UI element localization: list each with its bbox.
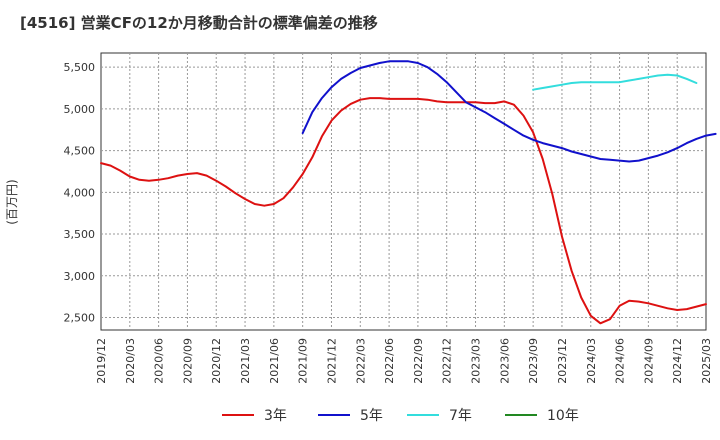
x-tick-label: 2024/09	[642, 338, 655, 384]
x-tick-label: 2022/12	[441, 338, 454, 384]
series-line-3年	[100, 97, 707, 325]
x-tick-label: 2020/03	[124, 338, 137, 384]
y-tick-label: 3,500	[64, 228, 96, 241]
legend-label: 5年	[360, 408, 383, 424]
x-tick-label: 2022/03	[354, 338, 367, 384]
series-line-7年	[532, 73, 698, 91]
x-tick-label: 2022/06	[383, 338, 396, 384]
legend-label: 3年	[264, 408, 287, 424]
x-tick-label: 2022/09	[412, 338, 425, 384]
legend: 3年 5年 7年 10年	[222, 408, 579, 424]
x-tick-label: 2024/03	[585, 338, 598, 384]
x-tick-label: 2023/12	[556, 338, 569, 384]
x-tick-label: 2025/03	[700, 338, 713, 384]
y-axis-label: (百万円)	[5, 179, 19, 224]
axes: 2,500 3,000 3,500 4,000 4,500 5,000 5,500 2019/…	[64, 61, 714, 384]
x-tick-label: 2020/12	[210, 338, 223, 384]
x-tick-label: 2020/06	[153, 338, 166, 384]
x-tick-label: 2021/03	[239, 338, 252, 384]
y-tick-label: 4,500	[64, 145, 96, 158]
x-tick-label: 2020/09	[181, 338, 194, 384]
x-tick-label: 2024/06	[614, 338, 627, 384]
legend-label: 10年	[547, 408, 579, 424]
y-tick-label: 4,000	[64, 186, 96, 199]
y-tick-label: 5,500	[64, 61, 96, 74]
series-line-5年	[301, 60, 717, 163]
chart-title: [4516] 営業CFの12か月移動合計の標準偏差の推移	[20, 14, 378, 32]
x-tick-label: 2021/09	[297, 338, 310, 384]
x-tick-label: 2023/09	[527, 338, 540, 384]
x-tick-label: 2024/12	[671, 338, 684, 384]
series-lines	[100, 60, 717, 325]
x-tick-label: 2023/03	[470, 338, 483, 384]
x-tick-label: 2021/12	[325, 338, 338, 384]
y-tick-label: 5,000	[64, 103, 96, 116]
plot-area	[100, 52, 707, 331]
x-tick-label: 2019/12	[95, 338, 108, 384]
legend-label: 7年	[449, 408, 472, 424]
y-tick-label: 3,000	[64, 270, 96, 283]
grid	[101, 53, 706, 330]
x-tick-label: 2023/06	[498, 338, 511, 384]
y-tick-label: 2,500	[64, 311, 96, 324]
x-tick-label: 2021/06	[268, 338, 281, 384]
